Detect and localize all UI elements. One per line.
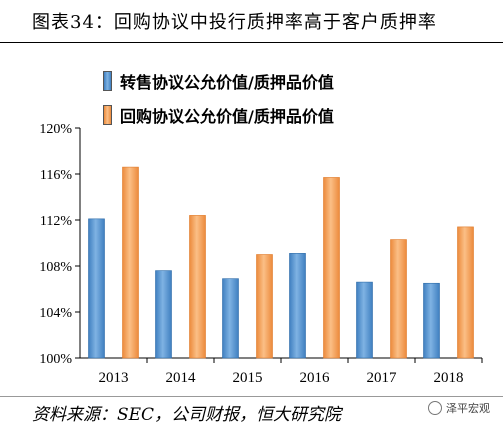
bar-repo-2015	[256, 254, 273, 359]
bar-repo-2016	[323, 177, 340, 359]
y-tick-label: 104%	[39, 306, 72, 321]
figure-title: 图表34：回购协议中投行质押率高于客户质押率	[32, 12, 437, 33]
y-tick-label: 120%	[39, 122, 72, 137]
wechat-logo-icon	[428, 401, 442, 415]
title-divider	[0, 42, 503, 43]
tick-labels: 100% 104% 108% 112% 116% 120% 2013 2014 2015 2016…	[39, 122, 463, 386]
legend-item-resale: 转售协议公允价值/质押品价值	[103, 69, 334, 93]
legend-item-repo: 回购协议公允价值/质押品价值	[103, 103, 334, 127]
source-note: 资料来源：SEC，公司财报，恒大研究院	[32, 405, 342, 425]
bar-resale-2018	[423, 282, 440, 359]
source-divider	[0, 396, 503, 397]
bar-resale-2017	[356, 281, 373, 359]
axes	[75, 127, 483, 363]
watermark: 泽平宏观	[428, 400, 490, 416]
bar-chart: 100% 104% 108% 112% 116% 120% 2013 2014 2015 2016…	[39, 122, 483, 386]
bar-repo-2017	[390, 239, 407, 359]
legend-label-resale: 转售协议公允价值/质押品价值	[120, 73, 334, 92]
x-tick-label: 2014	[166, 370, 197, 386]
bar-resale-2013	[88, 218, 105, 359]
legend-swatch-resale	[103, 71, 112, 91]
y-tick-label: 108%	[39, 260, 72, 275]
bar-resale-2014	[155, 270, 172, 359]
watermark-label: 泽平宏观	[446, 402, 490, 415]
y-tick-label: 116%	[40, 168, 72, 183]
bars	[88, 166, 474, 359]
bar-resale-2015	[222, 278, 239, 359]
x-tick-label: 2016	[300, 370, 331, 386]
x-tick-label: 2013	[99, 370, 129, 386]
legend-swatch-repo	[103, 105, 112, 125]
y-tick-label: 100%	[39, 352, 72, 367]
y-tick-label: 112%	[40, 214, 72, 229]
bar-resale-2016	[289, 253, 306, 359]
legend-label-repo: 回购协议公允价值/质押品价值	[120, 107, 334, 126]
bar-repo-2014	[189, 215, 206, 359]
x-tick-label: 2018	[434, 370, 464, 386]
bar-repo-2013	[122, 166, 139, 359]
x-tick-label: 2015	[233, 370, 263, 386]
x-tick-label: 2017	[367, 370, 398, 386]
bar-repo-2018	[457, 226, 474, 359]
